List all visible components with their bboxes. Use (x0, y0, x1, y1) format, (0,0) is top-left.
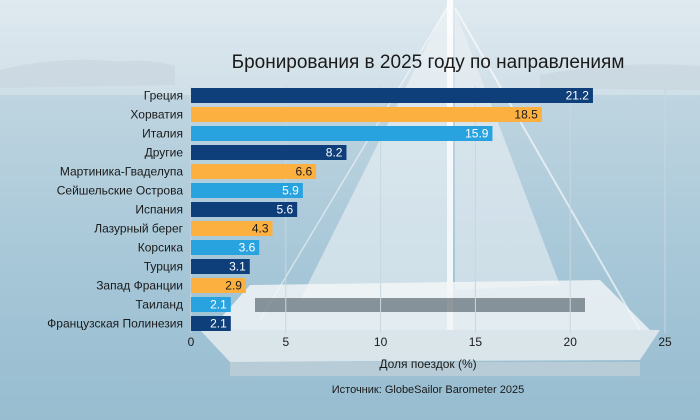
value-label: 15.9 (465, 127, 489, 141)
category-label: Запад Франции (96, 279, 183, 293)
chart-title: Бронирования в 2025 году по направлениям (232, 52, 625, 73)
x-tick-label: 15 (469, 335, 483, 349)
bar (191, 164, 317, 179)
value-label: 4.3 (252, 222, 269, 236)
value-label: 3.6 (239, 241, 256, 255)
bar (191, 240, 260, 255)
x-tick-label: 5 (282, 335, 289, 349)
value-label: 2.1 (210, 317, 227, 331)
category-label: Греция (144, 89, 183, 103)
bar (191, 259, 250, 274)
x-axis-label: Доля поездок (%) (379, 357, 476, 371)
category-label: Испания (135, 203, 183, 217)
category-label: Корсика (138, 241, 184, 255)
value-label: 3.1 (229, 260, 246, 274)
category-label: Сейшельские Острова (57, 184, 184, 198)
bar (191, 107, 542, 122)
bar (191, 278, 246, 293)
bar (191, 145, 347, 160)
bar (191, 297, 231, 312)
x-tick-label: 0 (188, 335, 195, 349)
value-label: 18.5 (514, 108, 538, 122)
value-label: 2.9 (225, 279, 242, 293)
category-label: Турция (144, 260, 183, 274)
bar (191, 202, 298, 217)
bar (191, 88, 593, 103)
value-label: 2.1 (210, 298, 227, 312)
category-labels: Греция Хорватия Италия Другие Мартиника-Гвад… (47, 89, 183, 331)
value-label: 8.2 (326, 146, 343, 160)
bar (191, 316, 231, 331)
bar (191, 221, 273, 236)
category-label: Таиланд (136, 298, 183, 312)
bars-group (191, 88, 593, 331)
x-tick-labels: 0 5 10 15 20 25 (188, 335, 672, 349)
x-tick-label: 10 (374, 335, 388, 349)
value-label: 5.6 (276, 203, 293, 217)
category-label: Лазурный берег (94, 222, 183, 236)
value-label: 5.9 (282, 184, 299, 198)
source-note: Источник: GlobeSailor Barometer 2025 (332, 384, 524, 396)
bar (191, 126, 493, 141)
value-label: 21.2 (566, 89, 590, 103)
bar (191, 183, 303, 198)
category-label: Французская Полинезия (47, 317, 183, 331)
category-label: Италия (142, 127, 183, 141)
value-labels: 21.2 18.5 15.9 8.2 6.6 5.9 5.6 4.3 3.6 3.1 2.9 2.1 2… (210, 89, 589, 331)
x-tick-label: 25 (658, 335, 672, 349)
category-label: Мартиника-Гваделупа (60, 165, 183, 179)
category-label: Хорватия (130, 108, 183, 122)
value-label: 6.6 (295, 165, 312, 179)
x-tick-label: 20 (564, 335, 578, 349)
category-label: Другие (145, 146, 184, 160)
